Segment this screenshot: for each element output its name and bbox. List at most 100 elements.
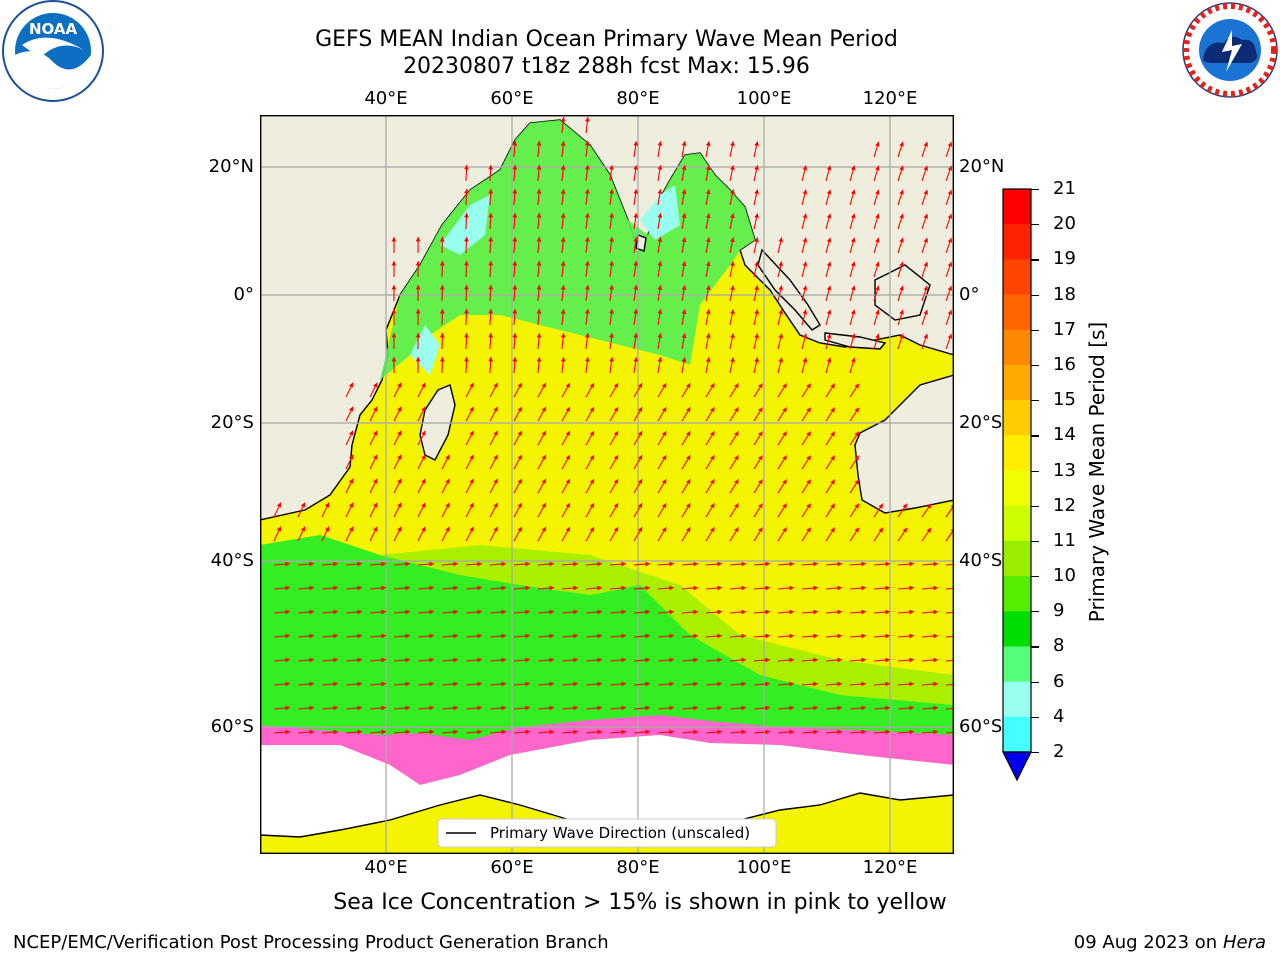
wave-arrow [657,261,663,278]
wave-arrow [921,633,938,639]
wave-arrow [753,213,759,230]
wave-arrow [633,309,639,326]
wave-arrow [633,333,639,350]
wave-arrow [753,657,770,663]
wave-arrow [657,729,674,735]
colorbar-tick-label: 17 [1053,318,1076,340]
wave-arrow [391,284,397,302]
wave-arrow [849,237,856,254]
wave-arrow [705,609,722,615]
wave-arrow [801,681,818,687]
wave-arrow [777,609,794,615]
lon-tick-label-bottom: 40°E [364,857,408,878]
wave-arrow [441,454,450,470]
wave-arrow [849,407,860,422]
colorbar-segment [1003,646,1031,683]
wave-arrow [825,261,832,278]
colorbar-tick-label: 12 [1053,494,1076,516]
wave-arrow [609,382,619,398]
colorbar-extend-triangle [1002,751,1032,782]
wave-arrow [753,261,759,278]
wave-arrow [609,705,626,711]
colorbar-tick-label: 20 [1053,213,1076,235]
wave-arrow [273,585,290,591]
wave-arrow [488,212,494,230]
wave-arrow [513,478,523,494]
wave-arrow [801,585,818,591]
wave-arrow [585,430,595,446]
wave-arrow [513,729,530,735]
wave-arrow [729,479,739,494]
wave-arrow [584,117,590,134]
wave-arrow [657,237,663,254]
wave-arrow [489,382,499,398]
wave-arrow [369,430,378,446]
wave-arrow [705,479,715,494]
colorbar-tick-label: 9 [1053,600,1065,622]
wave-arrow [945,309,953,326]
wave-arrow [441,729,458,735]
wave-arrow [921,527,932,542]
colorbar-segment [1003,435,1031,471]
colorbar-tick-label: 2 [1053,741,1065,762]
wave-arrow [633,657,650,663]
wave-arrow [705,383,715,398]
wave-arrow [633,681,650,687]
wave-arrow [705,309,711,326]
wave-arrow [801,431,812,446]
wave-arrow [585,478,595,494]
wave-arrow [489,633,506,639]
wave-arrow [681,165,687,182]
wave-arrow [825,585,842,591]
wave-arrow [369,561,386,567]
wave-arrow [657,406,667,422]
wave-arrow [729,309,735,326]
wave-arrow [705,213,711,230]
wave-arrow [585,502,595,518]
wave-arrow [321,657,338,663]
wave-arrow [921,189,929,206]
wave-arrow [537,561,554,567]
colorbar-tick-label: 13 [1053,459,1076,481]
wave-arrow [633,189,639,206]
wave-arrow [536,333,542,350]
wave-arrow [465,454,474,470]
wave-arrow [369,681,386,687]
wave-arrow [297,561,314,567]
wave-arrow [729,333,735,350]
wave-arrow [297,585,314,591]
wave-arrow [873,729,890,735]
wave-arrow [441,526,450,542]
wave-arrow [417,585,434,591]
wave-arrow [705,165,711,182]
wave-arrow [921,261,929,278]
wave-arrow [297,526,306,542]
wave-arrow [825,479,836,494]
wave-arrow [513,585,530,591]
wave-arrow [513,406,523,422]
colorbar-segment [1003,470,1031,507]
wave-arrow [537,406,547,422]
wave-arrow [681,309,687,326]
wave-arrow [393,454,402,470]
wave-arrow [488,284,494,302]
wave-arrow [560,213,566,230]
wave-arrow [801,237,808,254]
wave-arrow [633,585,650,591]
wave-arrow [825,609,842,615]
colorbar-tick-mark [1031,646,1039,648]
wave-arrow [897,213,904,230]
wave-arrow [681,213,687,230]
colorbar-segment [1003,611,1031,647]
wave-arrow [464,164,469,182]
wave-arrow [825,407,836,422]
lat-tick-label-left: 60°S [210,716,254,737]
wave-arrow [609,357,614,374]
wave-arrow [441,502,450,518]
wave-arrow [369,585,386,591]
wave-arrow [633,261,639,278]
wave-arrow [897,237,904,254]
wave-arrow [753,585,770,591]
wave-arrow [439,260,445,278]
wave-arrow [585,705,602,711]
